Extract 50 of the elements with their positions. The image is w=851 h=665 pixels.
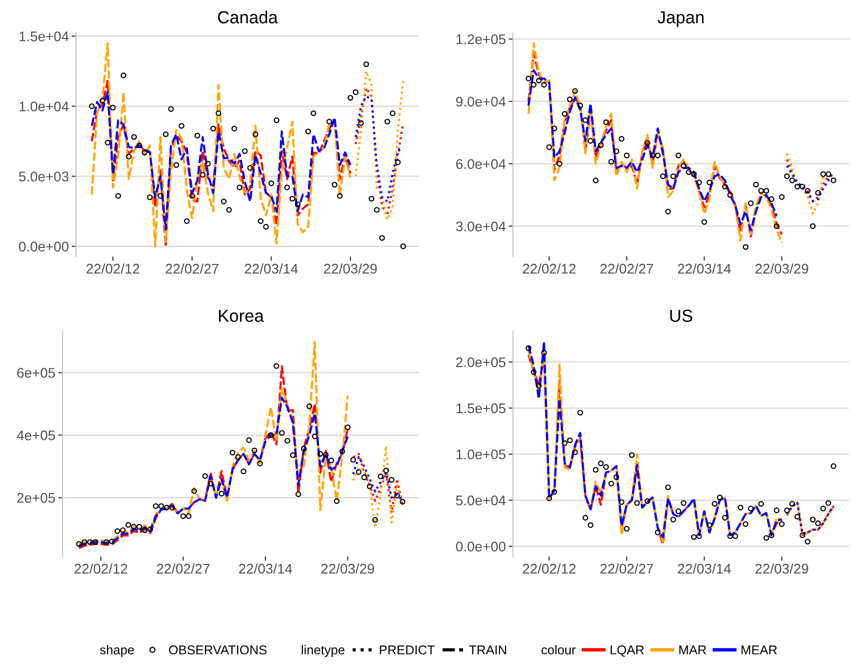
x-tick-label: 22/03/14 [678, 563, 731, 574]
x-tick-label: 22/03/29 [324, 263, 377, 274]
x-tick-label: 22/03/29 [755, 263, 808, 274]
text: shape [100, 645, 134, 657]
chart-title: Korea [219, 310, 264, 322]
y-tick-label: 6.0e+04 [456, 159, 506, 169]
x-tick-label: 22/02/27 [600, 563, 654, 574]
text: linetype [302, 645, 344, 657]
y-tick-label: 1.2e+05 [456, 34, 506, 44]
x-tick-label: 22/02/27 [166, 263, 218, 274]
legend-label: LQAR [610, 645, 644, 657]
x-tick-label: 22/02/12 [86, 263, 140, 274]
x-tick-label: 22/03/29 [755, 563, 808, 574]
y-tick-label: 0.0e+00 [456, 542, 506, 552]
line-series [352, 456, 404, 502]
x-tick-label: 22/02/27 [156, 563, 210, 574]
legend-label: MEAR [742, 646, 777, 654]
text: colour [542, 645, 576, 654]
line-series [786, 152, 835, 215]
text: TRAIN [469, 646, 506, 654]
line-series [352, 452, 404, 514]
legend-label: OBSERVATIONS [168, 645, 267, 654]
y-tick-label: 0.0e+00 [19, 242, 69, 252]
line-series [352, 445, 404, 530]
y-tick-label: 1.5e+05 [456, 403, 506, 414]
y-tick-label: 1.5e+04 [20, 31, 69, 42]
y-tick-label: 9.0e+04 [456, 96, 506, 107]
x-tick-label: 22/02/27 [600, 263, 654, 274]
x-tick-label: 22/03/14 [678, 263, 731, 274]
y-tick-label: 4e+05 [16, 430, 55, 440]
y-tick-label: 6e+05 [17, 368, 55, 378]
x-tick-label: 22/03/29 [321, 563, 374, 574]
chart-title: Canada [218, 10, 278, 24]
y-tick-label: 2e+05 [17, 492, 55, 503]
x-tick-label: 22/02/12 [522, 563, 576, 574]
x-tick-label: 22/02/12 [74, 563, 128, 574]
y-tick-label: 2.0e+05 [456, 357, 506, 368]
y-tick-label: 3.0e+04 [456, 221, 506, 232]
x-tick-label: 22/02/12 [522, 263, 576, 274]
x-tick-label: 22/03/14 [244, 263, 298, 274]
text: PREDICT [380, 645, 435, 654]
chart-title: US [670, 310, 692, 322]
chart-title: Japan [658, 11, 704, 27]
y-tick-label: 1.0e+05 [456, 449, 506, 460]
legend-label: MAR [679, 646, 706, 654]
y-tick-label: 1.0e+04 [20, 102, 69, 112]
x-tick-label: 22/03/14 [239, 563, 292, 574]
y-tick-label: 5.0e+03 [19, 172, 68, 182]
line-series [354, 95, 404, 203]
y-tick-label: 5.0e+04 [456, 496, 506, 506]
